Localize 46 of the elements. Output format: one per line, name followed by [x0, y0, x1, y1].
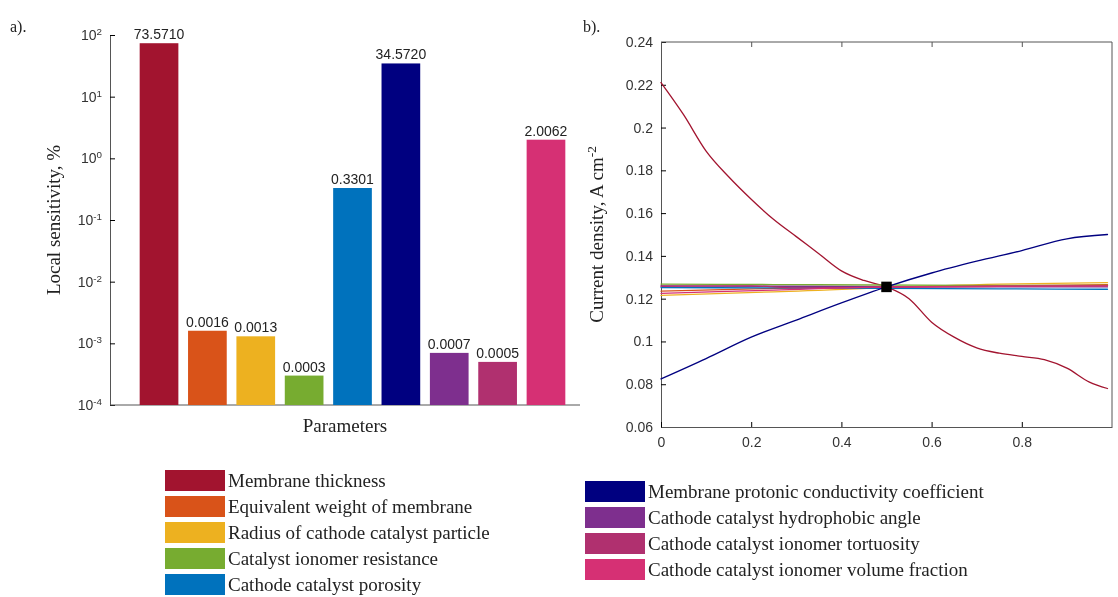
y-tick-label: 10$^{-3}$	[77, 333, 103, 352]
y-tick-label: 10$^{1}$	[80, 87, 102, 105]
y-tick-label: 0.12	[625, 290, 654, 307]
line-series	[660, 233, 1109, 380]
y-tick-label: 0.1	[633, 333, 654, 350]
y-tick-label: 10$^{-1}$	[77, 210, 102, 228]
data-label: 34.5720	[375, 46, 427, 63]
data-label: 0.3301	[331, 171, 375, 188]
line-series	[660, 81, 1109, 390]
y-tick-label: 0.18	[625, 162, 654, 179]
legend-label: Radius of cathode catalyst particle	[228, 522, 490, 543]
data-label: 73.5710	[133, 26, 185, 43]
data-label: 0.0007	[427, 335, 471, 352]
chart-title: a).	[10, 18, 27, 36]
data-label: 0.0003	[282, 358, 326, 375]
y-tick-label: 0.22	[625, 76, 654, 93]
y-tick-label: 0.24	[625, 33, 654, 50]
data-label: 0.0016	[185, 313, 230, 330]
x-axis-title: Parameters	[302, 415, 388, 436]
legend-label: Equivalent weight of membrane	[228, 496, 473, 517]
legend-label: Cathode catalyst porosity	[228, 574, 422, 595]
legend-label: Cathode catalyst hydrophobic angle	[648, 507, 921, 528]
y-tick-label: 0.14	[625, 247, 654, 264]
x-tick-label: 0	[657, 433, 666, 450]
y-tick-label: 10$^{0}$	[80, 148, 103, 167]
y-tick-label: 0.16	[625, 205, 654, 222]
y-tick-label: 0.2	[633, 119, 654, 136]
legend-label: Cathode catalyst ionomer tortuosity	[648, 533, 921, 554]
x-tick-label: 0.6	[922, 433, 943, 450]
data-label: 0.0005	[476, 344, 520, 361]
legend-label: Catalyst ionomer resistance	[228, 548, 438, 569]
data-label: 0.0013	[234, 319, 278, 336]
x-tick-label: 0.2	[741, 433, 762, 450]
y-tick-label: 10$^{-4}$	[77, 395, 103, 413]
data-label: 2.0062	[524, 122, 568, 139]
legend-label: Membrane thickness	[228, 470, 386, 491]
legend-label: Cathode catalyst ionomer volume fraction	[648, 559, 969, 580]
y-tick-label: 10$^{-2}$	[77, 272, 102, 290]
y-tick-label: 10$^{2}$	[80, 25, 102, 43]
y-tick-label: 0.08	[625, 376, 654, 393]
x-tick-label: 0.8	[1012, 433, 1033, 450]
x-tick-label: 0.4	[832, 433, 852, 450]
y-tick-label: 0.06	[625, 418, 654, 435]
chart-title: b).	[583, 18, 601, 36]
y-axis-title: Local sensitivity, %	[43, 144, 64, 296]
legend-label: Membrane protonic conductivity coefficient	[648, 481, 985, 502]
